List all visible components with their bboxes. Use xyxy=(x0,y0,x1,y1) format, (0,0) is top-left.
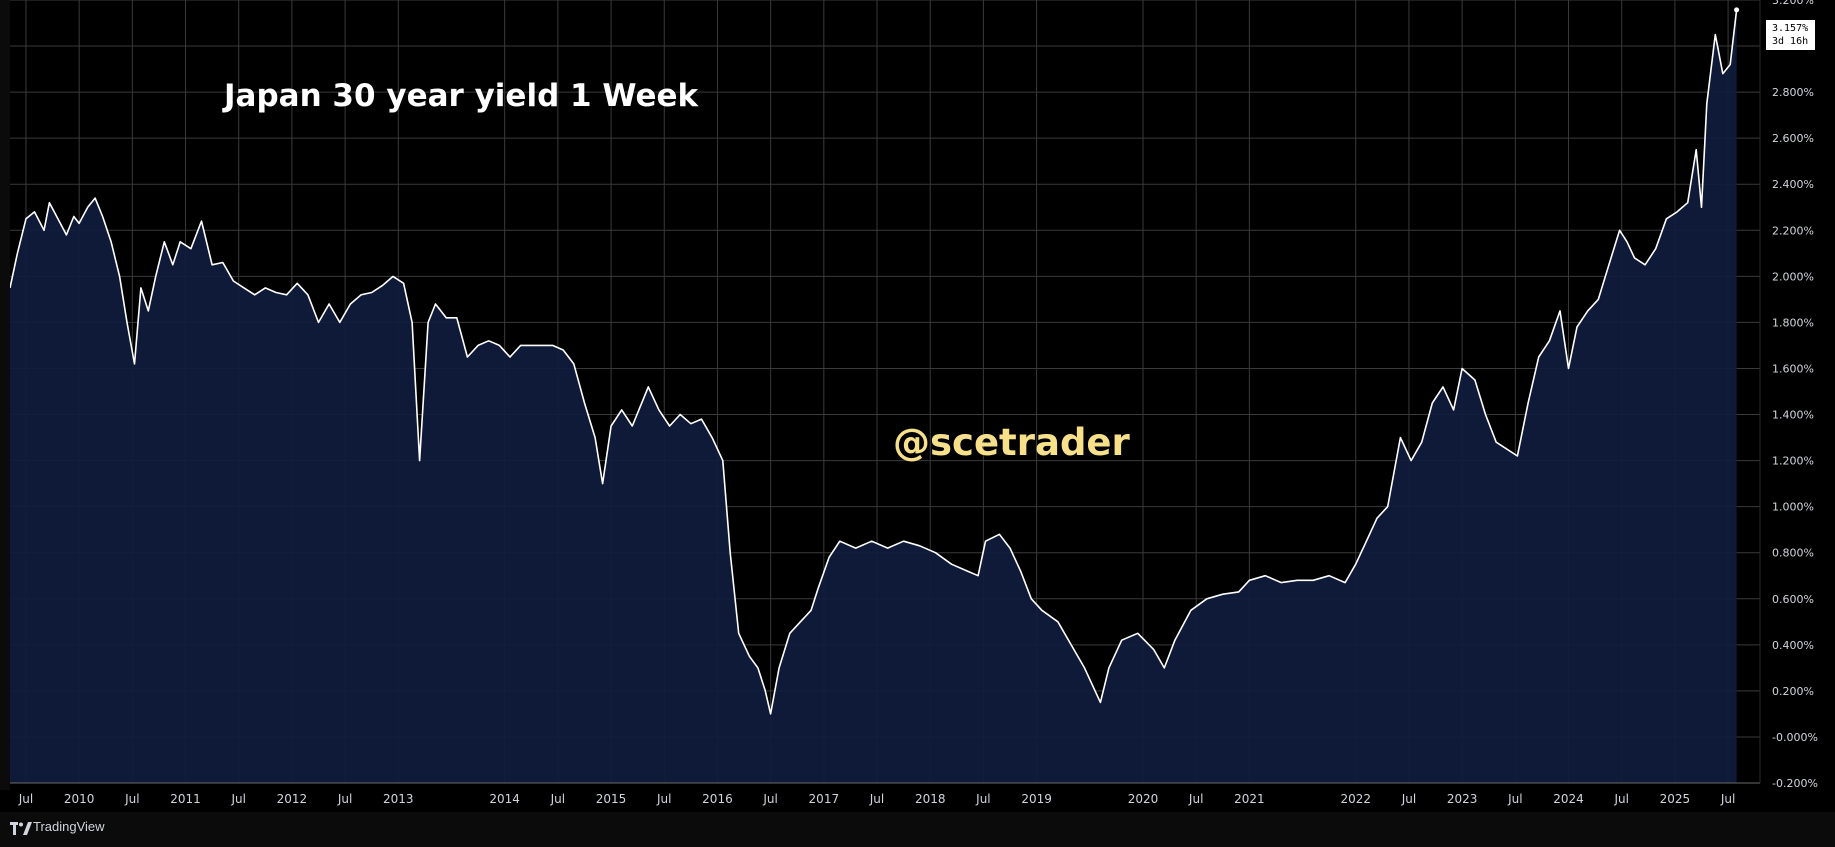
x-tick-label: 2017 xyxy=(809,792,840,806)
y-tick-label: 2.600% xyxy=(1772,132,1814,145)
y-tick-label: 1.000% xyxy=(1772,501,1814,514)
x-tick-label: Jul xyxy=(230,792,245,806)
x-tick-label: 2018 xyxy=(915,792,946,806)
x-tick-label: 2022 xyxy=(1340,792,1371,806)
last-point-marker xyxy=(1734,7,1740,13)
y-tick-label: 2.000% xyxy=(1772,270,1814,283)
x-tick-label: Jul xyxy=(1720,792,1735,806)
y-tick-label: 0.400% xyxy=(1772,639,1814,652)
x-tick-label: 2019 xyxy=(1021,792,1052,806)
y-tick-label: 1.800% xyxy=(1772,316,1814,329)
x-tick-label: Jul xyxy=(18,792,33,806)
x-tick-label: Jul xyxy=(1507,792,1522,806)
x-tick-label: 2013 xyxy=(383,792,414,806)
tradingview-brand[interactable]: TradingView xyxy=(33,819,105,834)
x-tick-label: 2023 xyxy=(1447,792,1478,806)
x-tick-label: Jul xyxy=(656,792,671,806)
last-price-badge: 3.157% 3d 16h xyxy=(1766,20,1815,50)
y-tick-label: 2.200% xyxy=(1772,224,1814,237)
y-tick-label: -0.200% xyxy=(1772,777,1818,790)
y-tick-label: 0.800% xyxy=(1772,547,1814,560)
x-tick-label: 2025 xyxy=(1660,792,1691,806)
chart-svg: -0.200% -0.000% 0.200% 0.400% 0.600% 0.800% 1.… xyxy=(0,0,1818,806)
x-tick-label: Jul xyxy=(869,792,884,806)
x-tick-label: Jul xyxy=(1401,792,1416,806)
x-tick-label: 2024 xyxy=(1553,792,1584,806)
y-tick-label: 1.600% xyxy=(1772,362,1814,375)
tradingview-logo-icon xyxy=(10,822,32,835)
x-tick-label: Jul xyxy=(124,792,139,806)
x-tick-label: 2012 xyxy=(277,792,308,806)
x-tick-label: 2021 xyxy=(1234,792,1265,806)
y-tick-label: 0.600% xyxy=(1772,593,1814,606)
watermark-text: @scetrader xyxy=(893,421,1130,464)
x-tick-label: 2010 xyxy=(64,792,95,806)
x-tick-label: 2014 xyxy=(489,792,520,806)
x-tick-label: Jul xyxy=(550,792,565,806)
x-tick-label: 2016 xyxy=(702,792,733,806)
x-tick-label: Jul xyxy=(762,792,777,806)
y-tick-label: 0.200% xyxy=(1772,685,1814,698)
y-tick-label: 1.200% xyxy=(1772,455,1814,468)
series-line xyxy=(9,9,1738,715)
left-margin xyxy=(0,0,10,790)
y-tick-label: 2.400% xyxy=(1772,178,1814,191)
x-tick-label: 2015 xyxy=(596,792,627,806)
y-tick-label: 2.800% xyxy=(1772,86,1814,99)
x-tick-label: Jul xyxy=(337,792,352,806)
x-tick-label: 2011 xyxy=(170,792,201,806)
series-area xyxy=(10,9,1737,783)
x-tick-label: Jul xyxy=(975,792,990,806)
x-tick-label: 2020 xyxy=(1128,792,1159,806)
y-tick-label: 1.400% xyxy=(1772,409,1814,422)
x-tick-label: Jul xyxy=(1188,792,1203,806)
bar-countdown: 3d 16h xyxy=(1772,36,1809,47)
y-tick-label: 3.200% xyxy=(1772,0,1814,7)
last-price-value: 3.157% xyxy=(1772,23,1809,34)
x-tick-label: Jul xyxy=(1613,792,1628,806)
y-tick-label: -0.000% xyxy=(1772,731,1818,744)
footer-bar xyxy=(0,812,1835,847)
chart-title: Japan 30 year yield 1 Week xyxy=(224,78,699,114)
